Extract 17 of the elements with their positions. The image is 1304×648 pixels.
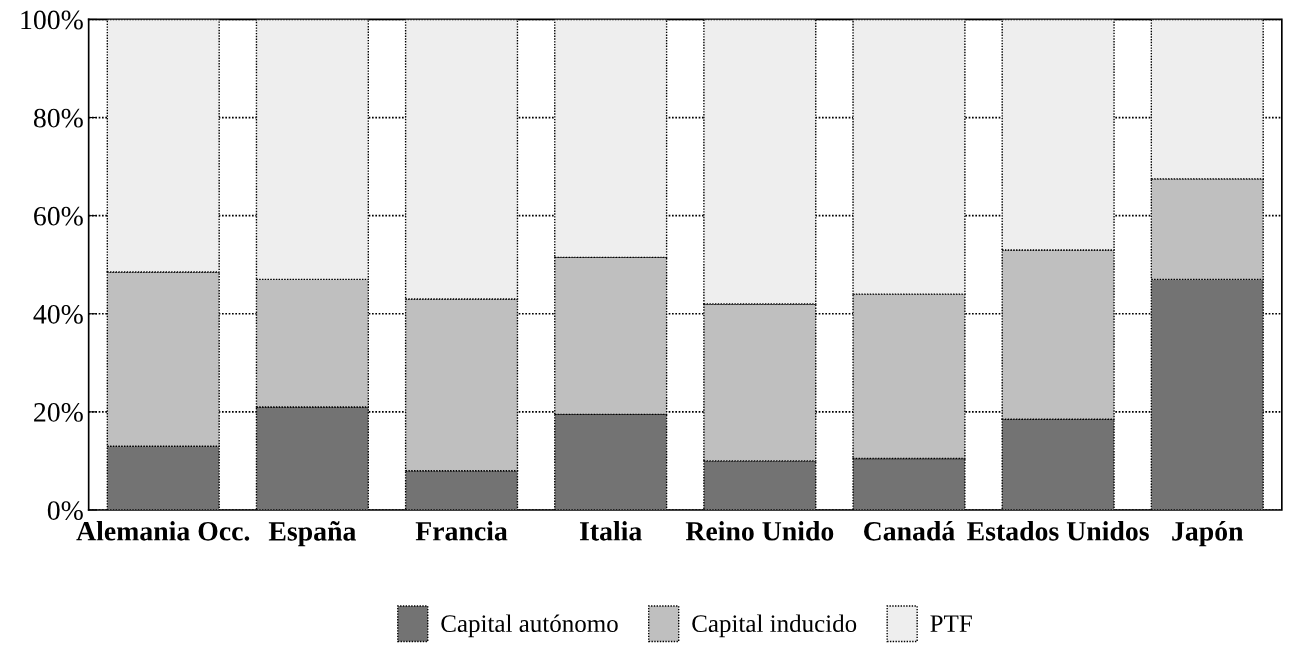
x-tick-label: Japón [1172, 521, 1244, 547]
x-tick-label: Alemania Occ. [76, 521, 250, 541]
y-tick-label: 80% [33, 108, 83, 128]
x-tick-label: España [268, 521, 356, 547]
x-tick-label: Canadá [864, 521, 955, 541]
legend-label: Capital autónomo [441, 614, 618, 638]
x-tick-label: Estados Unidos [967, 521, 1149, 541]
legend-label: PTF [930, 615, 972, 632]
legend-label: Capital inducido [692, 614, 857, 638]
x-tick-label: Reino Unido [685, 521, 834, 541]
y-tick-label: 20% [34, 403, 83, 422]
y-tick-label: 0% [47, 501, 83, 520]
x-tick-label: Francia [415, 521, 508, 541]
y-tick-label: 60% [34, 206, 83, 226]
x-tick-label: Italia [579, 521, 642, 541]
y-tick-label: 40% [33, 304, 83, 324]
y-tick-label: 100% [21, 10, 83, 30]
